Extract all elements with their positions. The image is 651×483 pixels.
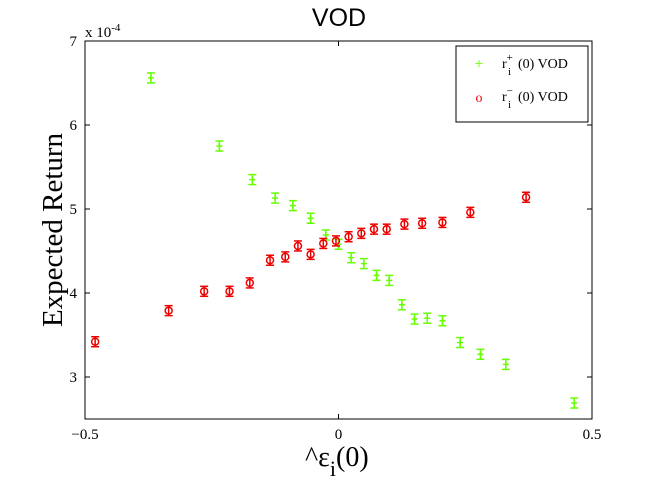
data-point-circle — [357, 229, 366, 238]
data-point-circle — [281, 252, 290, 262]
data-point-plus — [411, 316, 418, 323]
x-axis-label: ^εi(0) — [305, 442, 369, 481]
data-point-plus — [307, 215, 314, 222]
y-tick-label: 4 — [70, 286, 78, 302]
data-point-plus — [360, 260, 367, 267]
data-point-circle — [245, 278, 255, 288]
data-point-circle — [265, 255, 275, 265]
data-point-plus — [386, 277, 393, 284]
x-tick-label: 0 — [335, 427, 343, 443]
series-r-plus — [146, 72, 579, 409]
data-point-circle — [331, 236, 341, 246]
series-r-minus — [90, 191, 531, 348]
data-point-circle — [369, 224, 379, 234]
data-point-circle — [382, 224, 391, 234]
data-point-circle — [306, 250, 315, 259]
data-point-circle — [199, 287, 209, 296]
data-point-plus — [439, 317, 446, 324]
x-tick-label: 0.5 — [583, 427, 602, 443]
data-point-plus — [272, 195, 279, 202]
legend-label-plus: r+ i (0) VOD — [502, 52, 568, 78]
legend-marker-circle: o — [476, 91, 483, 106]
legend-label-circle: r− i (0) VOD — [502, 85, 568, 111]
legend-box — [455, 45, 589, 123]
data-point-circle — [90, 337, 100, 346]
data-point-plus — [216, 143, 223, 149]
data-point-circle — [225, 287, 234, 296]
chart-title: VOD — [312, 4, 366, 32]
y-axis-ticks: 3 4 5 6 7 — [70, 34, 592, 386]
data-point-plus — [457, 339, 464, 346]
data-point-plus — [289, 202, 296, 209]
legend-entry-circle: o r− i (0) VOD — [476, 85, 568, 111]
y-tick-label: 5 — [70, 202, 78, 218]
data-point-plus — [249, 176, 256, 183]
x-axis-ticks: −0.5 0 0.5 — [71, 41, 601, 443]
data-point-circle — [344, 232, 353, 241]
data-point-plus — [322, 232, 329, 239]
data-point-circle — [400, 219, 409, 229]
data-point-circle — [521, 192, 531, 202]
data-point-plus — [502, 361, 509, 368]
data-point-plus — [398, 301, 405, 308]
y-exponent-label: x 10-4 — [85, 22, 121, 41]
data-point-plus — [477, 351, 484, 358]
legend-entry-plus: + r+ i (0) VOD — [474, 52, 567, 78]
data-point-plus — [424, 315, 431, 322]
data-point-circle — [164, 306, 173, 315]
legend: + r+ i (0) VOD o r− i (0) VOD — [455, 45, 589, 123]
y-tick-label: 6 — [70, 118, 78, 134]
data-point-circle — [417, 219, 427, 228]
data-point-circle — [438, 218, 447, 227]
data-point-circle — [293, 241, 303, 251]
data-point-plus — [348, 254, 355, 261]
data-point-circle — [319, 239, 328, 248]
data-point-circle — [466, 208, 475, 217]
data-point-plus — [147, 74, 154, 81]
legend-marker-plus: + — [474, 56, 483, 73]
y-axis-label: Expected Return — [37, 132, 69, 327]
y-tick-label: 3 — [70, 370, 78, 386]
x-tick-label: −0.5 — [71, 427, 98, 443]
y-tick-label: 7 — [70, 34, 78, 50]
data-point-plus — [373, 272, 380, 279]
data-point-plus — [571, 400, 578, 407]
